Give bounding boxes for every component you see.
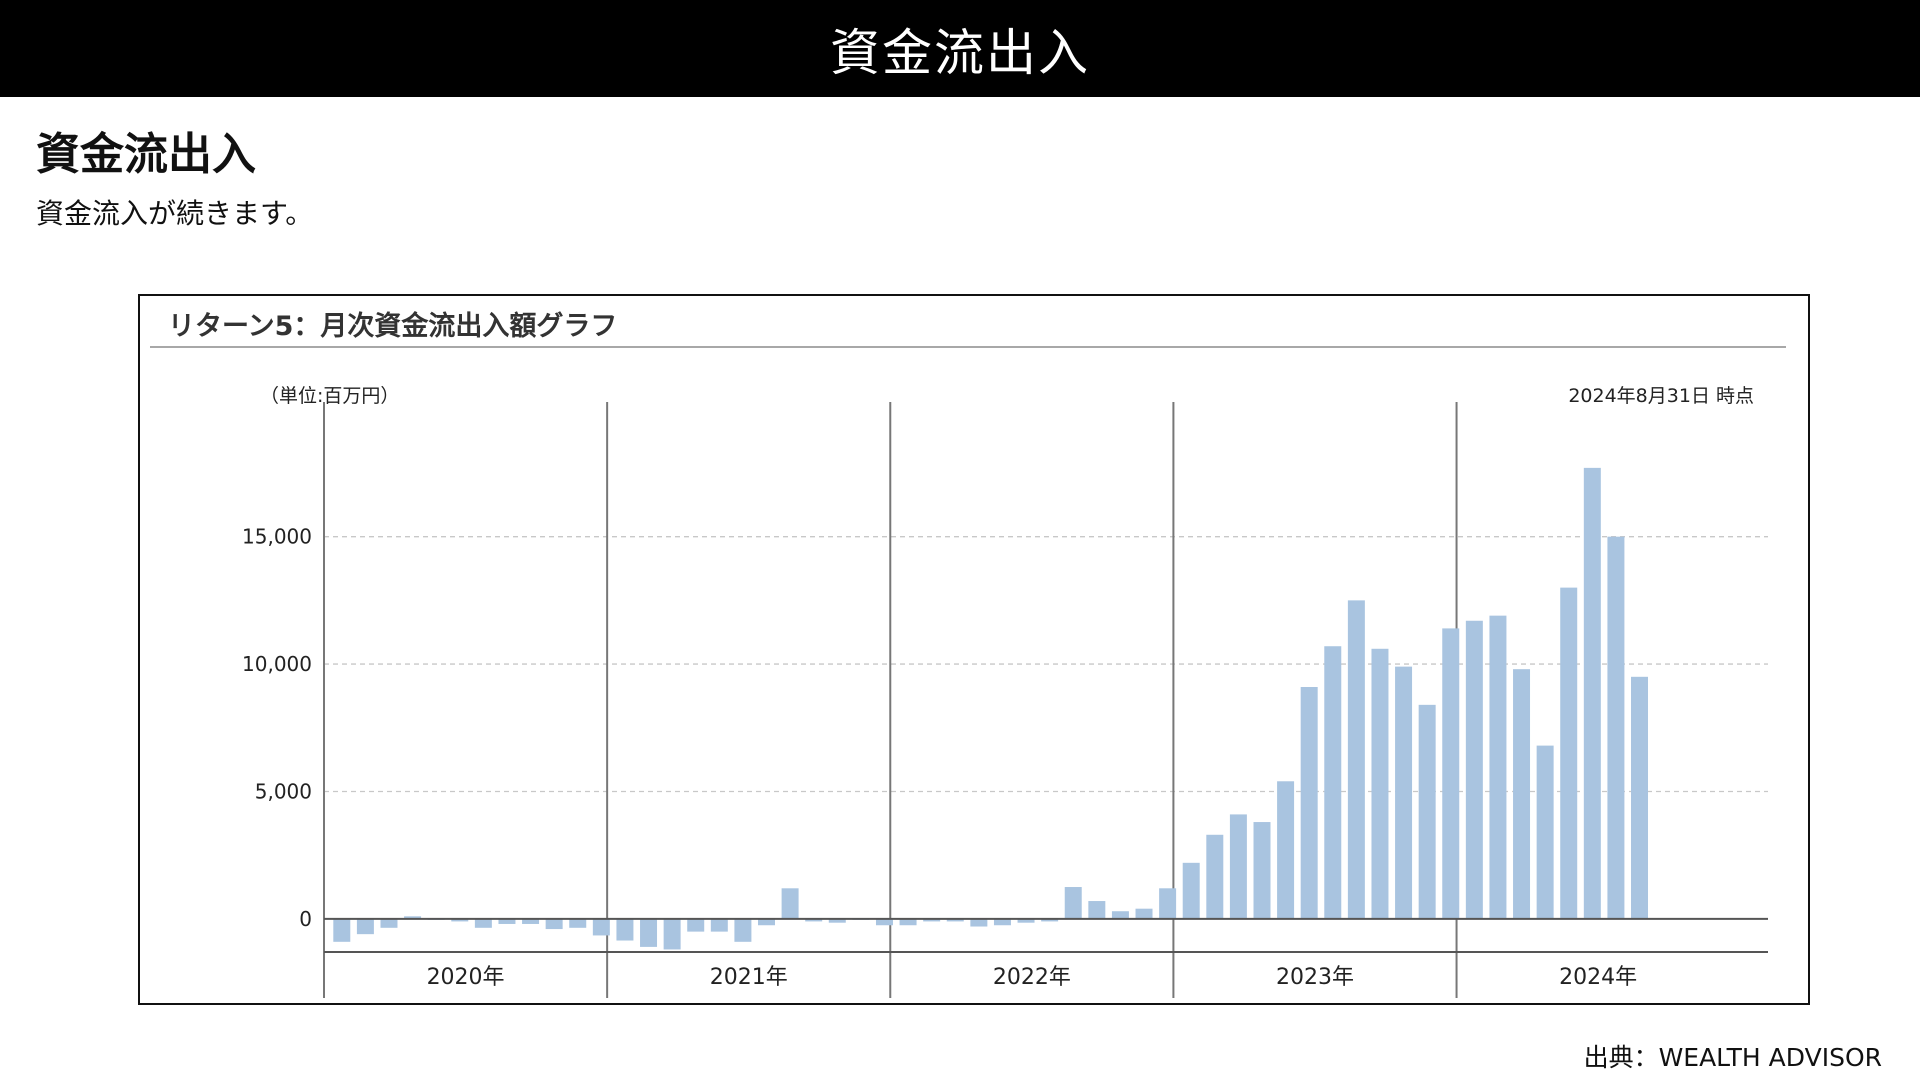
bar <box>474 918 492 928</box>
bar <box>663 918 681 950</box>
bar <box>1536 745 1554 919</box>
bar <box>1513 669 1531 919</box>
bar <box>522 918 540 924</box>
as-of-date: 2024年8月31日 時点 <box>1568 385 1754 407</box>
unit-label: （単位:百万円） <box>260 385 399 407</box>
bar <box>1111 911 1129 919</box>
year-label: 2024年 <box>1559 965 1637 990</box>
y-tick-label: 5,000 <box>255 779 312 803</box>
bar <box>1182 862 1200 919</box>
bar <box>828 918 846 923</box>
page-subtitle: 資金流入が続きます。 <box>36 197 314 230</box>
bar <box>1300 687 1318 919</box>
bar <box>1041 918 1059 922</box>
bar <box>970 918 988 927</box>
bar <box>1088 901 1106 919</box>
bar-chart: （単位:百万円） 2024年8月31日 時点 0 5,000 10,000 15,000 2… <box>242 385 1768 998</box>
chart-title: リターン5：月次資金流出入額グラフ <box>168 311 618 342</box>
bar <box>1607 536 1625 919</box>
bar <box>356 918 374 935</box>
y-tick-label: 0 <box>299 907 312 931</box>
banner-title: 資金流出入 <box>830 23 1090 82</box>
bar <box>1017 918 1035 923</box>
bar <box>1277 781 1295 919</box>
bar <box>1560 587 1578 919</box>
bar <box>1418 704 1436 919</box>
bar <box>616 918 634 941</box>
y-tick-label: 10,000 <box>242 652 312 676</box>
bar <box>923 918 941 922</box>
bar <box>1229 814 1247 919</box>
bar <box>1347 600 1365 919</box>
y-tick-label: 15,000 <box>242 525 312 549</box>
chart-title-divider <box>150 346 1786 348</box>
bar <box>781 888 799 919</box>
bar <box>640 918 658 947</box>
year-label: 2021年 <box>710 965 788 990</box>
page-title: 資金流出入 <box>36 129 256 180</box>
bar <box>946 918 964 922</box>
bar <box>1489 615 1507 919</box>
bar <box>404 916 422 919</box>
bar <box>1465 620 1483 919</box>
bar <box>805 918 823 922</box>
bar <box>710 918 728 932</box>
bar <box>1442 628 1460 919</box>
chart-panel: リターン5：月次資金流出入額グラフ （単位:百万円） 2024年8月31日 時点 0… <box>138 294 1810 1005</box>
bar <box>1395 666 1413 919</box>
bar <box>1135 908 1153 919</box>
bar <box>899 918 917 926</box>
year-label: 2020年 <box>427 965 505 990</box>
bar <box>1631 676 1649 919</box>
bar <box>687 918 705 932</box>
bar <box>1064 887 1082 919</box>
bar <box>451 918 469 922</box>
year-label: 2023年 <box>1276 965 1354 990</box>
bar <box>734 918 752 942</box>
source-credit: 出典：WEALTH ADVISOR <box>1583 1043 1882 1072</box>
bar <box>380 918 398 928</box>
bar <box>993 918 1011 926</box>
bar <box>1324 646 1342 919</box>
bar <box>1159 888 1177 919</box>
bar <box>592 918 610 936</box>
bar <box>333 918 351 942</box>
bar <box>1206 834 1224 919</box>
bar <box>1253 822 1271 919</box>
year-label: 2022年 <box>993 965 1071 990</box>
bar <box>569 918 587 928</box>
bar <box>758 918 775 926</box>
bar <box>875 918 893 926</box>
bar <box>1371 648 1389 919</box>
bar <box>545 918 563 930</box>
top-banner: 資金流出入 <box>0 0 1920 97</box>
bar <box>1583 467 1601 919</box>
bar <box>498 918 516 924</box>
